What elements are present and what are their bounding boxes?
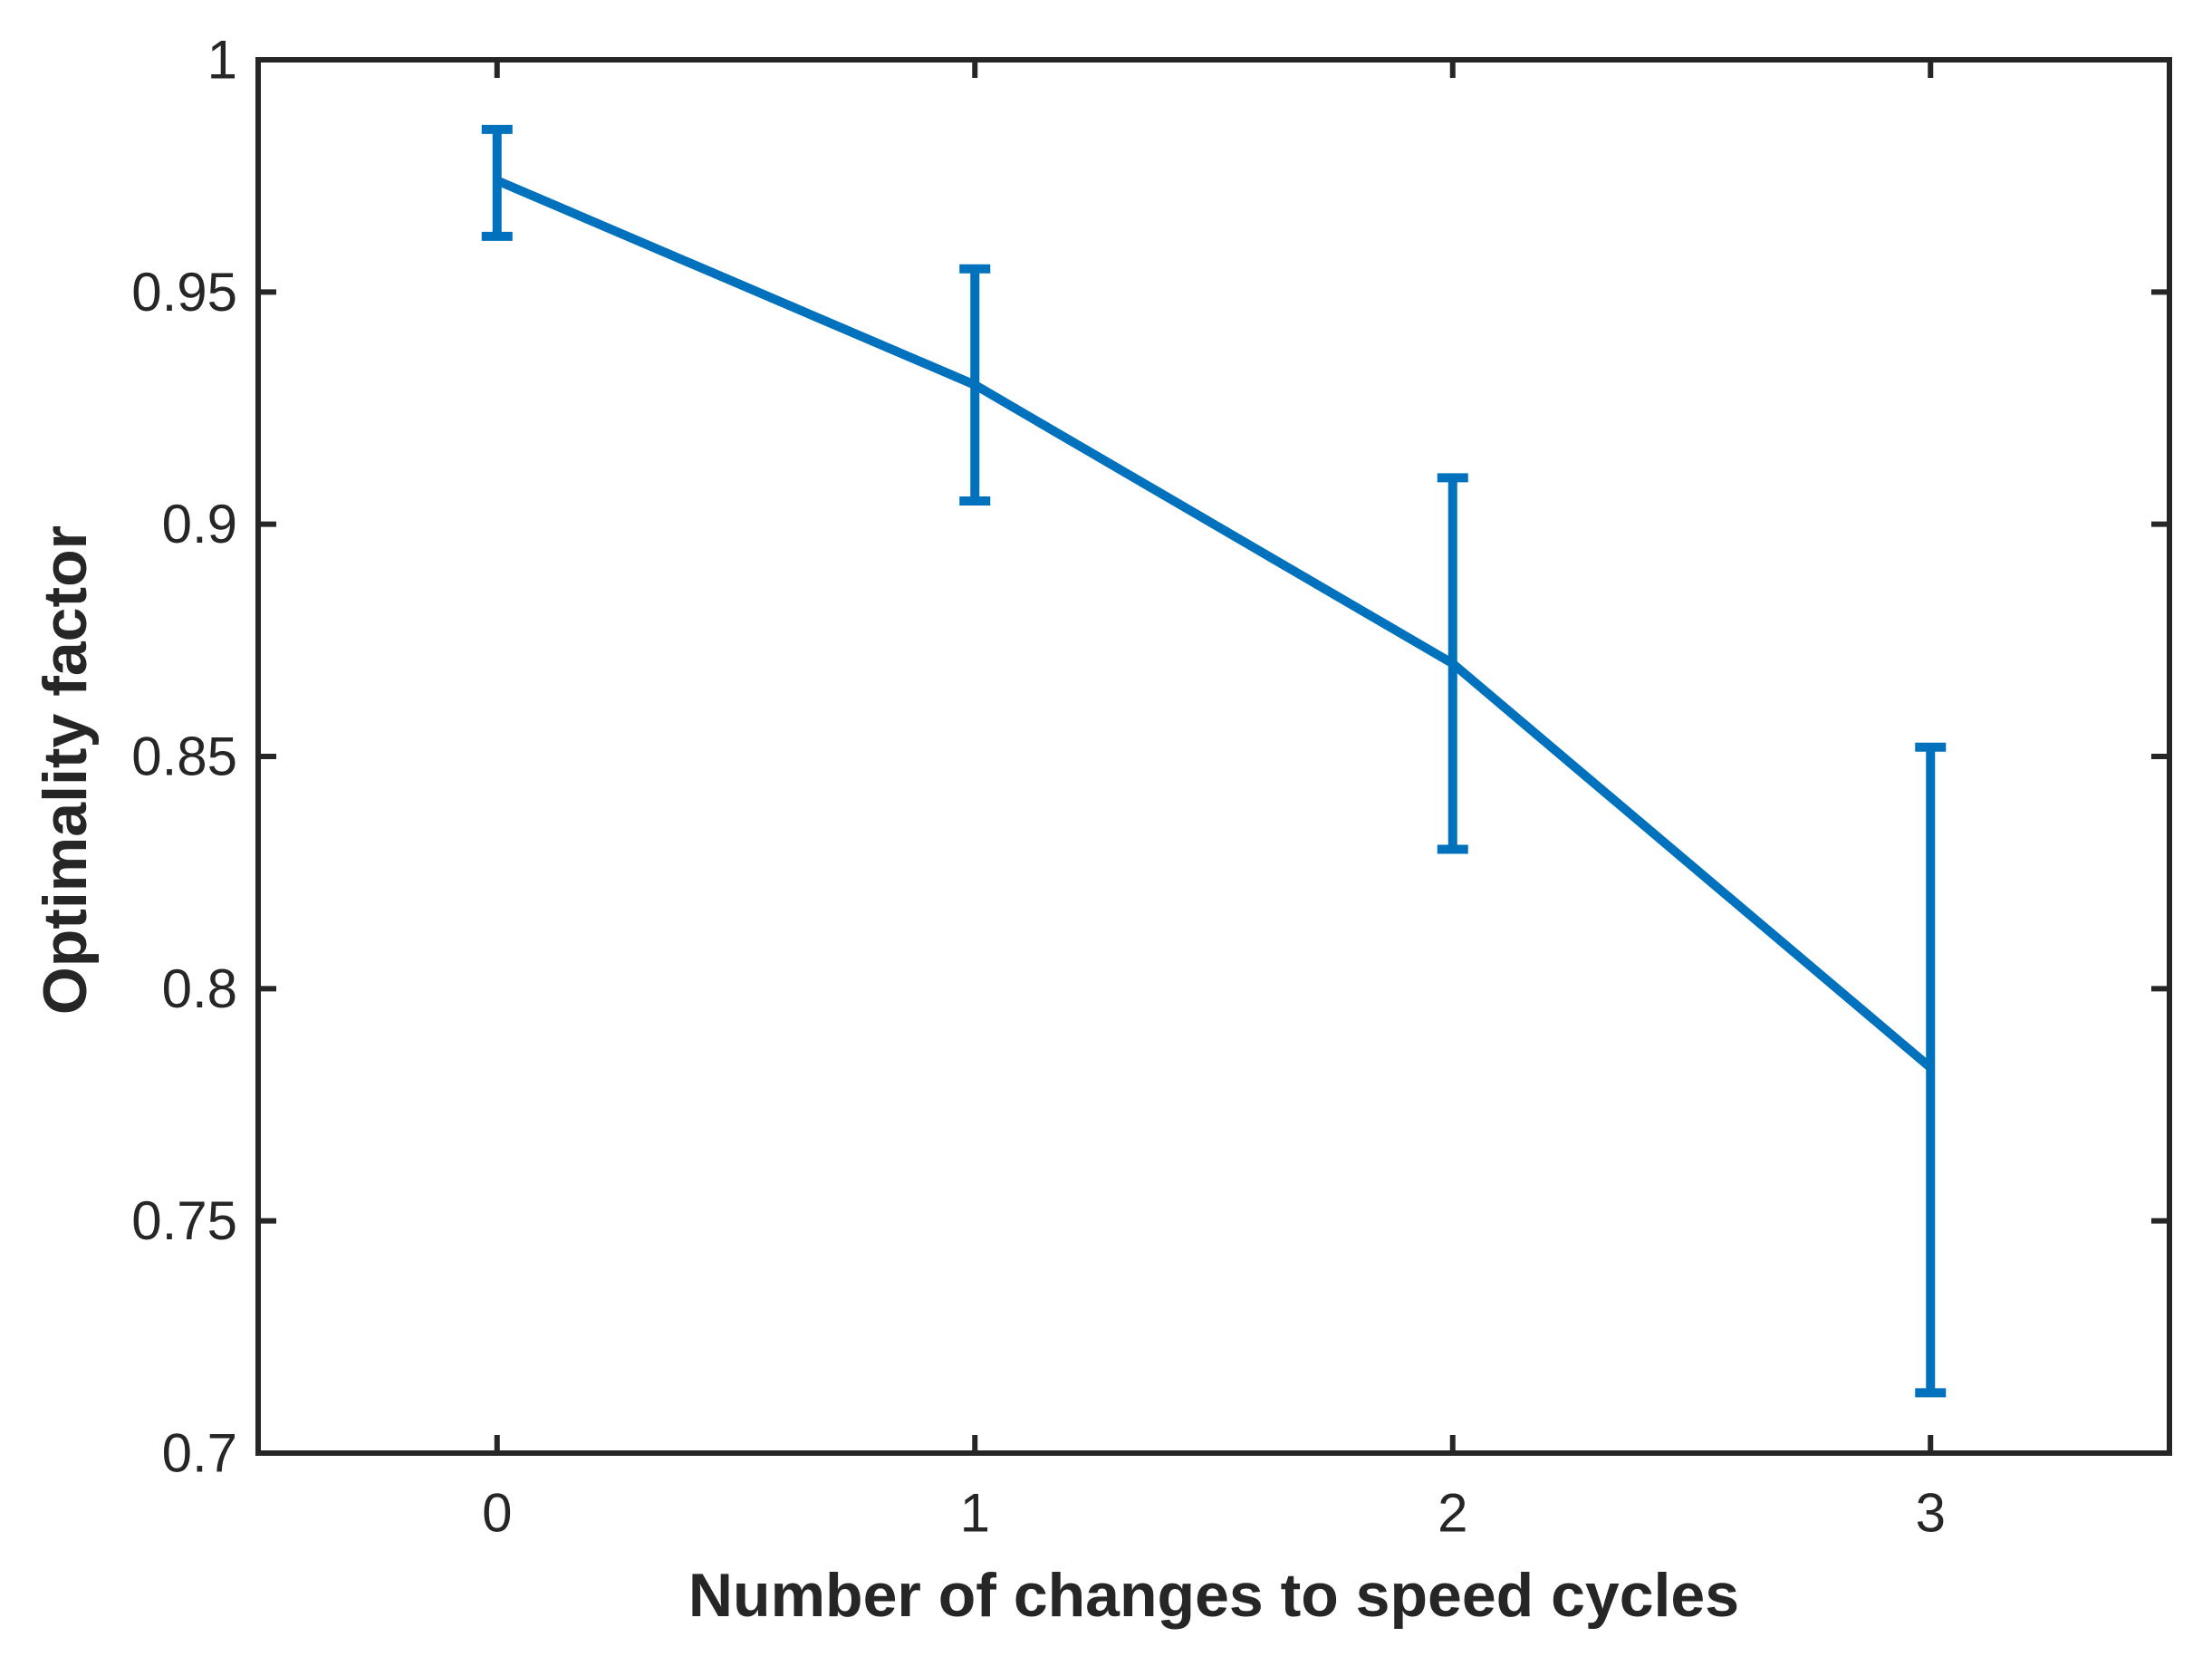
- data-line: [495, 176, 1934, 1072]
- x-tick-label: 2: [1438, 1483, 1467, 1544]
- axes-box: [255, 57, 2172, 1456]
- y-tick-label: 0.75: [131, 1190, 237, 1251]
- y-tick-label: 0.85: [131, 727, 237, 787]
- x-axis-label: Number of changes to speed cycles: [688, 1561, 1740, 1630]
- x-tick-label: 3: [1916, 1483, 1946, 1544]
- y-tick-label: 0.7: [162, 1423, 237, 1484]
- y-tick-label: 1: [207, 30, 237, 91]
- y-axis-label: Optimality factor: [31, 525, 100, 1016]
- y-tick-label: 0.95: [131, 262, 237, 323]
- y-tick-label: 0.8: [162, 958, 237, 1019]
- y-tick-label: 0.9: [162, 494, 237, 554]
- x-tick-label: 1: [960, 1483, 990, 1544]
- x-tick-label: 0: [482, 1483, 512, 1544]
